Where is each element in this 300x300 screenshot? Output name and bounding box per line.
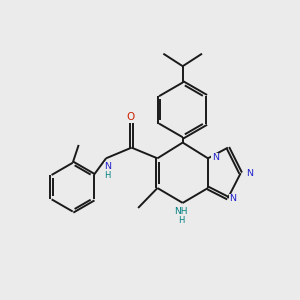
- Text: N: N: [212, 153, 219, 162]
- Text: NH: NH: [175, 207, 188, 216]
- Text: N: N: [246, 169, 253, 178]
- Text: H: H: [104, 171, 111, 180]
- Text: O: O: [126, 112, 134, 122]
- Text: N: N: [230, 194, 236, 203]
- Text: N: N: [104, 162, 111, 171]
- Text: H: H: [178, 216, 184, 225]
